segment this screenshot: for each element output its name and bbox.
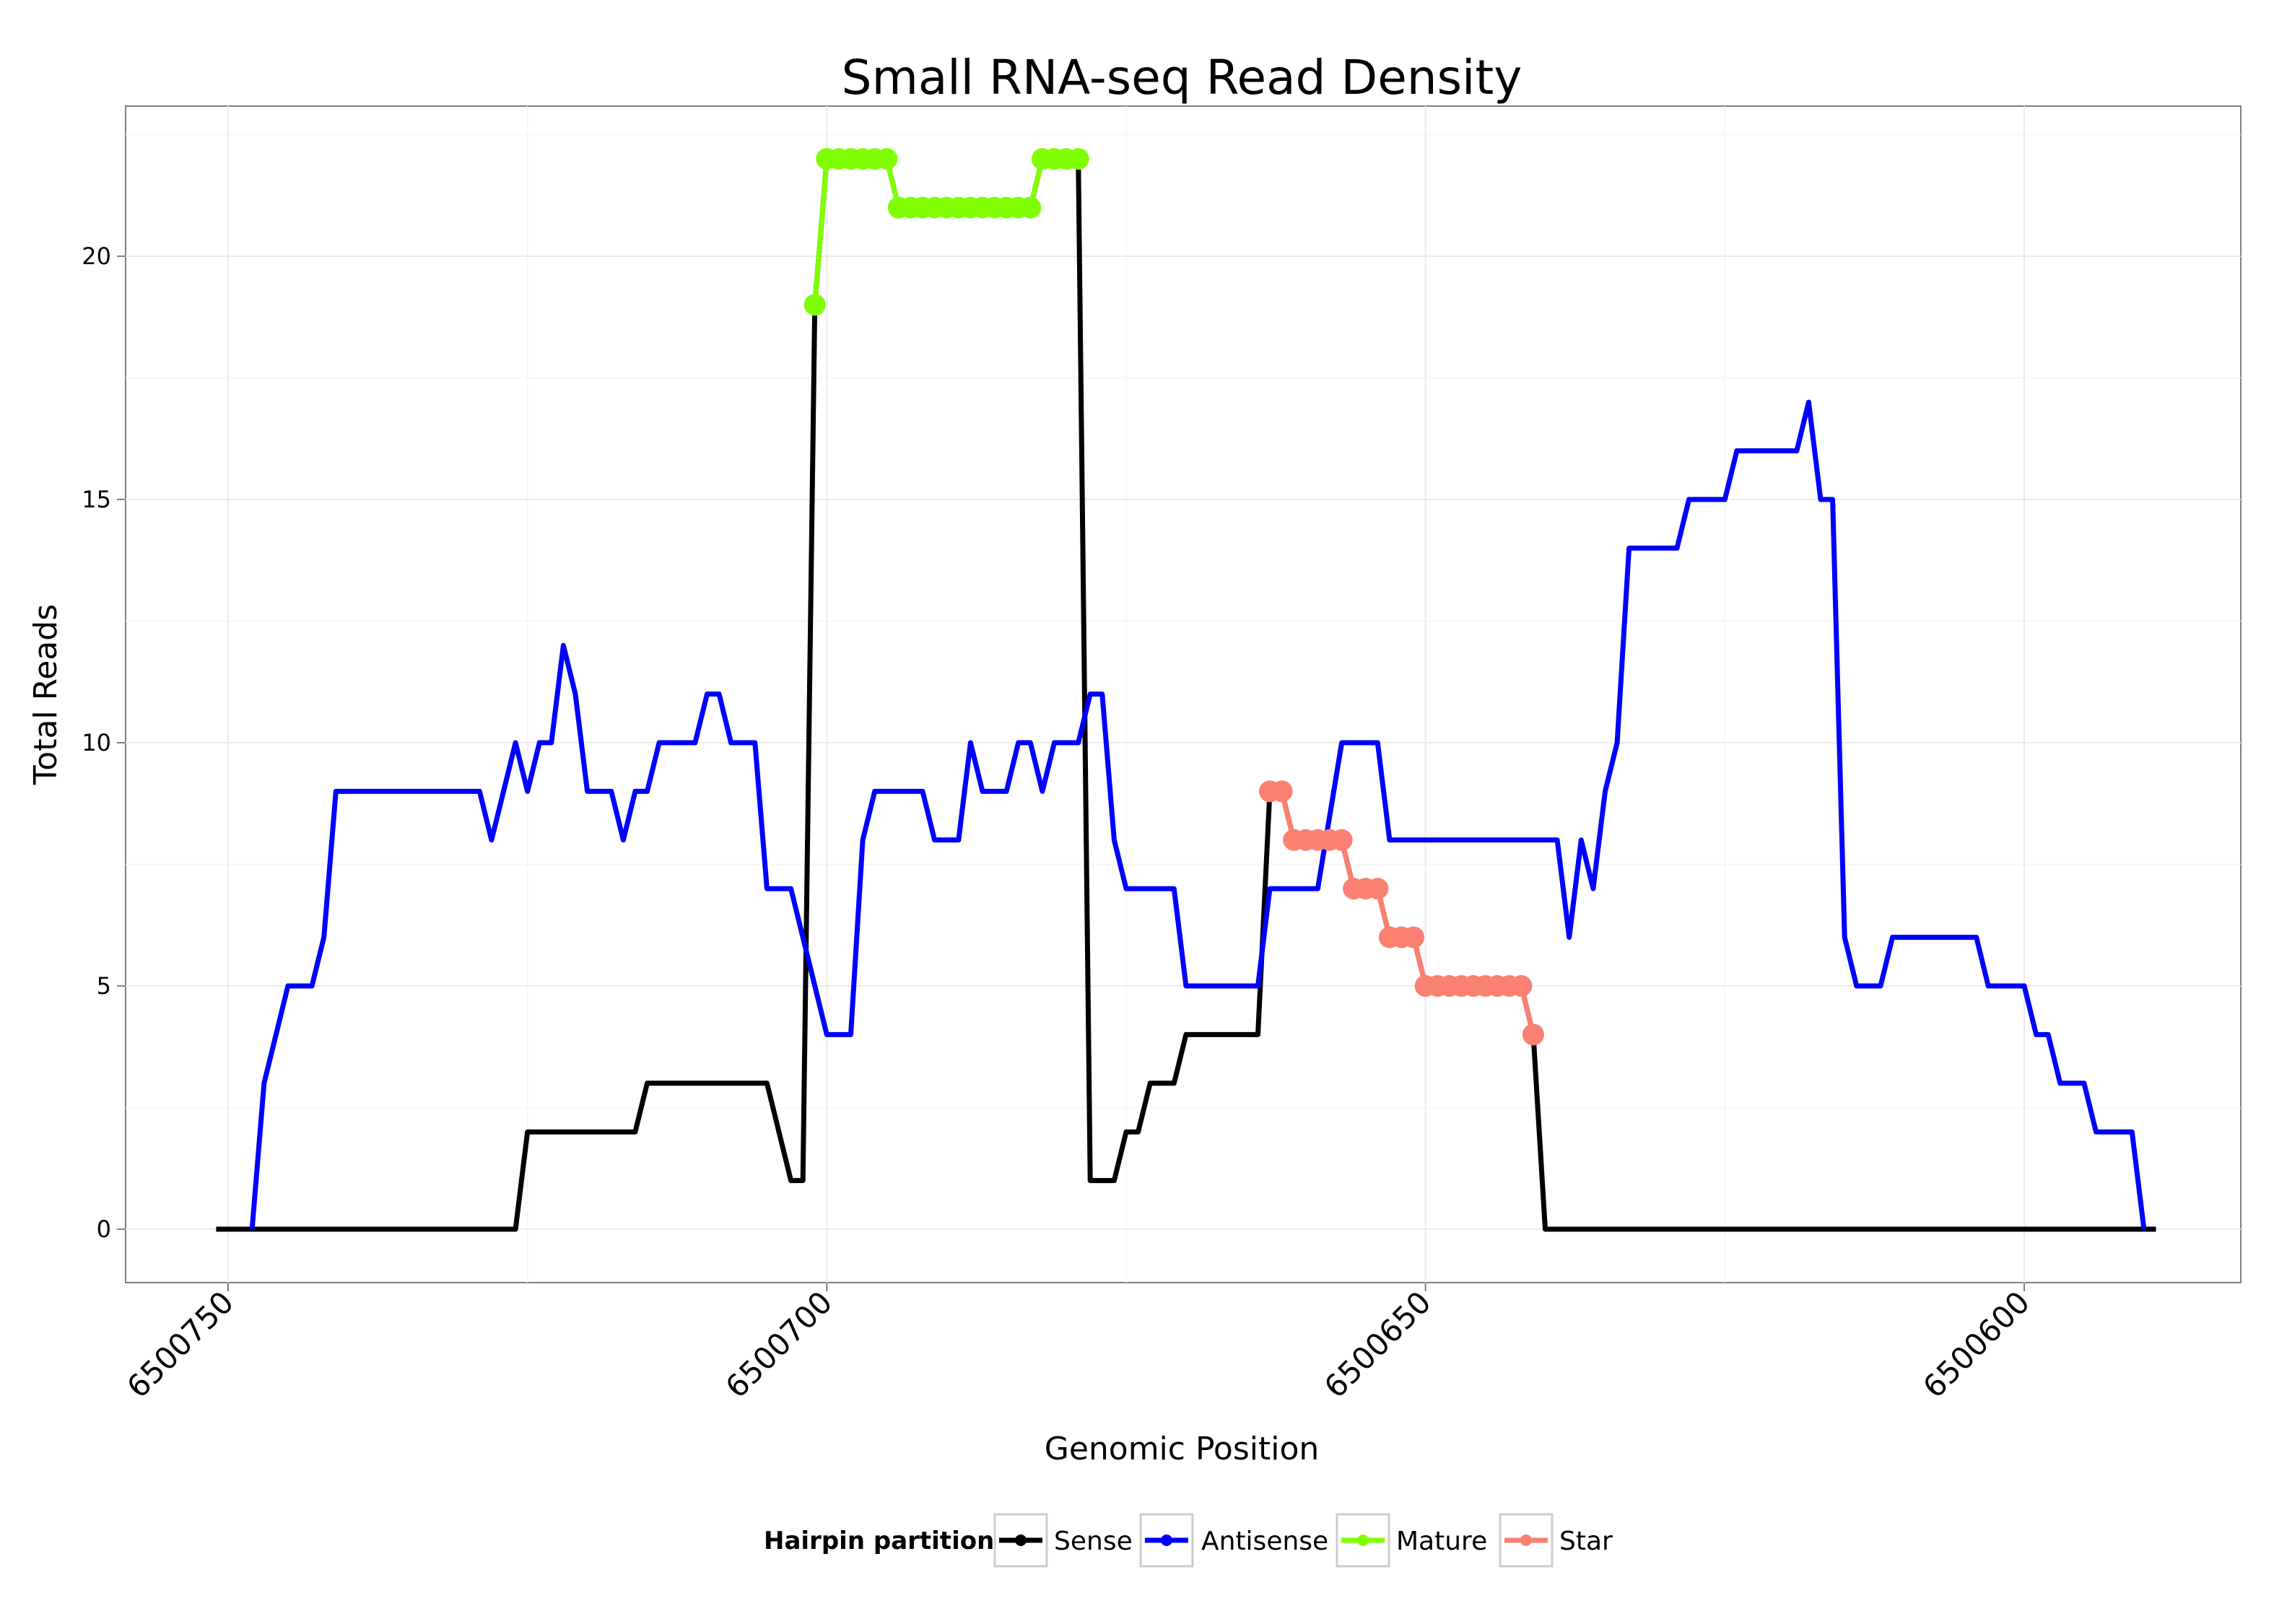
y-tick-label: 0: [97, 1215, 111, 1243]
legend-key-dot-sense: [1015, 1534, 1027, 1546]
series-layer: [216, 148, 2156, 1232]
x-tick-label: 6500700: [718, 1284, 839, 1405]
x-tick-label: 6500600: [1916, 1284, 2036, 1405]
x-tick-label: 6500750: [120, 1284, 240, 1405]
chart-title: Small RNA-seq Read Density: [842, 50, 1522, 105]
star-point: [1330, 829, 1353, 851]
star-point: [1510, 975, 1533, 997]
star-point: [1271, 780, 1293, 803]
legend: Hairpin partition Sense Antisense Mature St…: [764, 1513, 1613, 1568]
legend-label-antisense: Antisense: [1201, 1527, 1328, 1556]
y-tick-label: 15: [82, 486, 111, 513]
mature-point: [1067, 148, 1089, 170]
y-tick-label: 20: [82, 243, 111, 270]
grid-minor: [126, 106, 2241, 1283]
x-tick-label: 6500650: [1317, 1284, 1438, 1405]
y-tick-label: 10: [82, 729, 111, 756]
legend-key-dot-antisense: [1161, 1534, 1172, 1546]
mature-point: [1019, 196, 1042, 219]
legend-key-dot-star: [1520, 1534, 1532, 1546]
plot-panel: [125, 105, 2242, 1283]
star-point: [1367, 878, 1389, 900]
legend-title: Hairpin partition: [764, 1527, 994, 1555]
y-axis-title: Total Reads: [27, 604, 64, 785]
antisense-line: [249, 399, 2147, 1230]
y-tick-label: 5: [97, 972, 111, 1000]
legend-label-mature: Mature: [1396, 1527, 1487, 1556]
x-axis-title: Genomic Position: [1045, 1431, 1320, 1467]
x-ticks: 6500750 6500700 6500650 6500600: [120, 1283, 2036, 1405]
star-point: [1403, 926, 1425, 948]
legend-label-sense: Sense: [1054, 1527, 1133, 1556]
y-ticks: 0 5 10 15 20: [82, 243, 126, 1243]
mature-point: [803, 294, 826, 316]
mature-point: [876, 148, 898, 170]
star-point: [1522, 1023, 1544, 1046]
legend-label-star: Star: [1559, 1527, 1613, 1556]
legend-key-dot-mature: [1357, 1534, 1369, 1546]
